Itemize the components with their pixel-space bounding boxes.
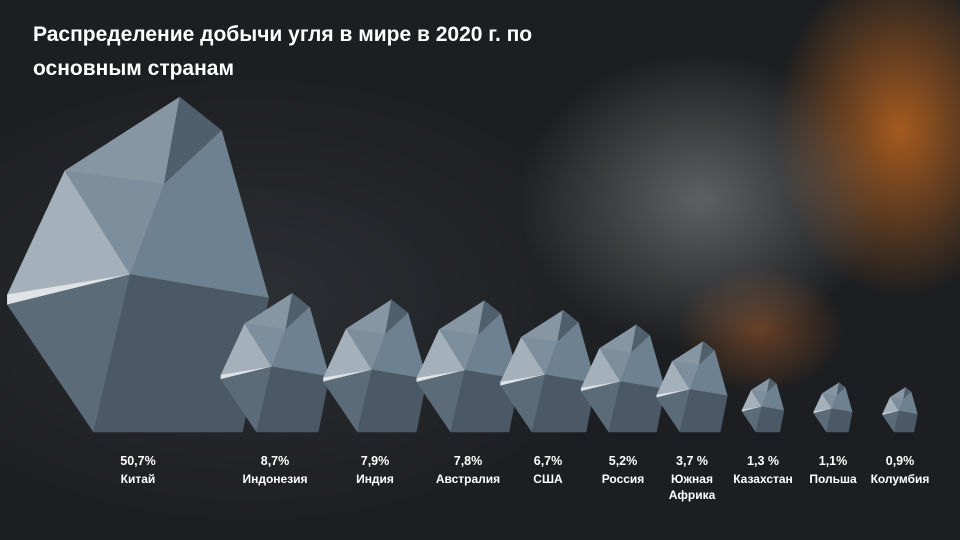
- gem-facet: [256, 366, 330, 433]
- coal-gem: [813, 382, 853, 433]
- gem-facet: [608, 381, 666, 433]
- category-label: Россия: [601, 472, 645, 486]
- value-label: 8,7%: [260, 454, 290, 468]
- gem-facet: [531, 374, 596, 433]
- category-label: Индонезия: [242, 472, 308, 486]
- category-label: Колумбия: [870, 472, 930, 486]
- gem-facet: [755, 406, 785, 433]
- coal-gem: [323, 299, 427, 433]
- gem-facet: [826, 408, 853, 433]
- gem-facet: [671, 340, 704, 366]
- coal-gem: [416, 300, 520, 433]
- category-label: Китай: [120, 472, 156, 486]
- value-label: 50,7%: [120, 454, 156, 468]
- value-label: 1,1%: [818, 454, 848, 468]
- gem-facet: [750, 377, 771, 393]
- category-label: Казахстан: [733, 472, 793, 486]
- value-label: 0,9%: [885, 454, 915, 468]
- chart-title: Распределение добычи угля в мире в 2020 …: [33, 23, 533, 80]
- category-label: Польша: [809, 472, 857, 486]
- gem-facet: [345, 299, 392, 335]
- gem-facet: [821, 382, 840, 396]
- gem-facet: [893, 410, 918, 433]
- gem-facet: [93, 274, 269, 433]
- value-label: 7,9%: [360, 454, 390, 468]
- gem-facet: [357, 369, 427, 433]
- coal-gem: [656, 340, 728, 433]
- category-label: Южная Африка: [668, 472, 716, 502]
- coal-gem: [500, 309, 596, 433]
- value-label: 1,3 %: [747, 454, 779, 468]
- value-label: 5,2%: [608, 454, 638, 468]
- coal-gem: [882, 386, 918, 433]
- gem-facet: [438, 300, 485, 336]
- value-label: 3,7 %: [676, 454, 708, 468]
- coal-gem: [6, 96, 269, 433]
- value-label: 7,8%: [453, 454, 483, 468]
- value-label: 6,7%: [533, 454, 563, 468]
- gem-facet: [889, 386, 906, 400]
- coal-gem: [741, 377, 785, 433]
- category-label: Индия: [356, 472, 394, 486]
- coal-gem: [580, 324, 666, 433]
- gem-facet: [64, 96, 181, 185]
- gem-facet: [520, 309, 564, 343]
- gem-facet: [598, 324, 637, 353]
- coal-gem: [220, 292, 330, 433]
- gem-facet: [679, 389, 728, 433]
- category-label: Австралия: [435, 472, 501, 486]
- category-label: США: [533, 472, 563, 486]
